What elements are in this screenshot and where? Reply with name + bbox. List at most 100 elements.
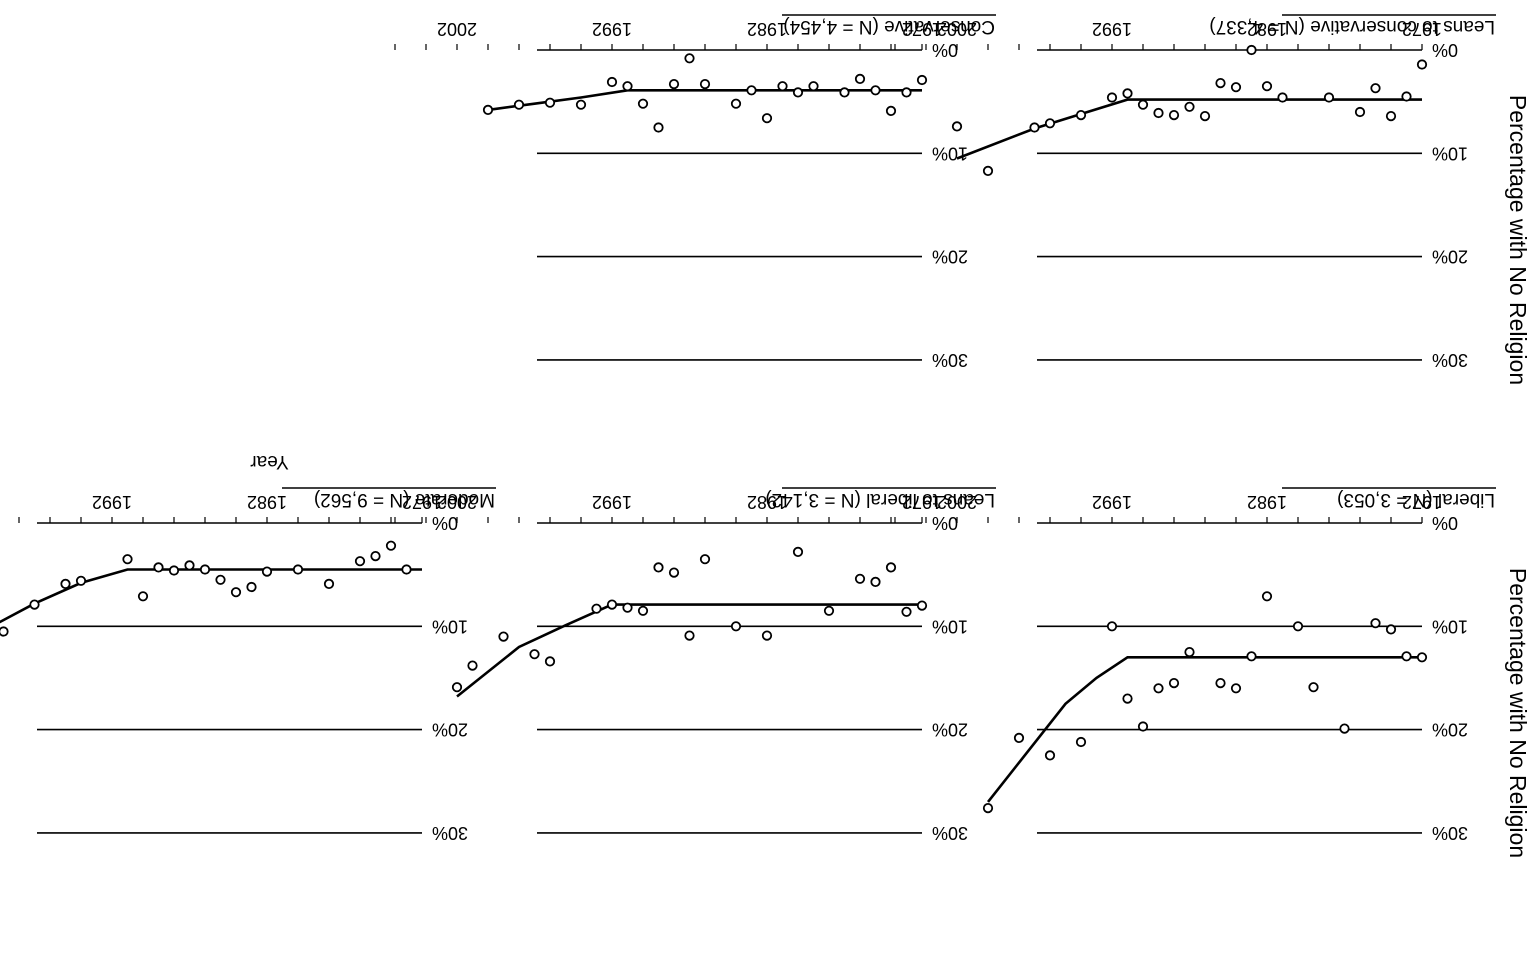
data-point [1184,101,1195,112]
data-point [153,562,164,573]
data-point [230,587,242,598]
data-point [1370,83,1381,94]
data-point [1215,678,1226,689]
data-point [792,546,804,558]
data-point [792,87,804,98]
data-point [761,113,773,124]
data-point [1416,652,1428,663]
data-point [699,554,711,565]
data-point [1184,647,1195,658]
data-point [498,631,509,642]
data-point [544,656,556,667]
y-tick-label: 30% [432,823,468,843]
data-point [839,87,850,98]
panel-1: Liberal (N = 3,053) 0% 10% 20% 30% 1972 1982 19… [894,487,1496,843]
panel-title: Leans to conservative (N = 4,337) [1209,16,1495,37]
x-tick-label: 1982 [247,492,287,512]
data-point [684,53,695,64]
x-tick-label: 1972 [1402,492,1442,512]
panel-title: Liberal (N = 3,053) [1337,489,1495,510]
data-point [916,74,928,86]
data-point [1292,621,1304,632]
y-tick-label: 0% [932,513,958,533]
panel-title: Moderate (N = 9,562) [314,489,495,510]
x-tick-label: 2002 [437,19,477,39]
data-point [854,73,866,85]
panel-4: Leans to conservative (N = 4,337) 0% 10% 20… [894,14,1496,370]
data-point [1323,92,1335,103]
y-tick-label: 10% [932,143,968,163]
x-tick-label: 1992 [92,492,132,512]
y-tick-label: 20% [1432,247,1468,267]
data-point [137,591,149,602]
data-point [1308,682,1319,693]
data-point [544,97,556,108]
data-point [1261,591,1273,602]
data-point [761,630,773,641]
fit-line [456,603,922,698]
panel-2: Leans to liberal (N = 3,142) 0% 10% 20% 30% 1… [394,487,996,843]
y-tick-label: 10% [432,616,468,636]
data-point [622,81,633,92]
fit-line [986,656,1422,803]
data-point [668,567,680,578]
data-point [622,602,633,613]
x-tick-label: 1972 [902,492,942,512]
data-point [1385,110,1397,122]
data-point [60,578,71,590]
x-tick-label: 1992 [1092,492,1132,512]
data-point [513,99,525,110]
data-point [885,105,897,117]
panel-title: Conservative (N = 4,454) [783,16,995,37]
data-point [699,78,711,90]
x-tick-label: 1972 [402,492,442,512]
x-tick-label: 1982 [747,19,787,39]
y-tick-label: 0% [432,513,458,533]
data-point [823,605,835,616]
data-point [591,603,602,614]
x-tick-label: 1982 [1247,492,1287,512]
data-point [1277,92,1288,103]
data-point [1370,618,1381,629]
data-point [1153,683,1164,694]
data-point [982,803,994,814]
x-tick-label: 2002 [937,492,977,512]
data-point [606,599,618,610]
panel-5: Conservative (N = 4,454) 0% 10% 20% 30% 1972 1… [394,14,996,370]
y-tick-label: 10% [1432,143,1468,163]
data-point [684,630,695,641]
data-point [951,121,963,132]
data-point [854,573,866,584]
panels: Liberal (N = 3,053) 0% 10% 20% 30% 1972 1982 19… [0,14,1496,843]
data-point [261,566,273,577]
data-point [1044,750,1056,761]
data-point [1230,82,1242,93]
y-tick-label: 20% [932,720,968,740]
data-point [730,98,742,109]
data-point [885,562,897,573]
y-axis-title-bottom-row: Percentage with No Religion [1505,95,1531,385]
data-point [1246,651,1257,662]
panel-title: Leans to liberal (N = 3,142) [765,489,995,510]
data-point [982,165,994,177]
data-point [916,600,928,611]
data-point [75,575,87,586]
data-point [777,81,788,92]
data-point [808,81,819,92]
data-point [1122,88,1133,99]
y-tick-label: 10% [1432,616,1468,636]
data-point [168,565,180,576]
data-point [1075,109,1087,121]
y-tick-label: 20% [432,720,468,740]
data-point [901,606,912,617]
data-point [401,564,412,575]
data-point [1106,621,1118,632]
y-tick-label: 0% [932,40,958,60]
data-point [1246,44,1257,56]
data-point [467,660,478,671]
data-point [0,626,9,637]
x-tick-label: 1982 [747,492,787,512]
y-tick-label: 30% [932,823,968,843]
data-point [184,560,195,571]
data-point [1168,109,1180,121]
